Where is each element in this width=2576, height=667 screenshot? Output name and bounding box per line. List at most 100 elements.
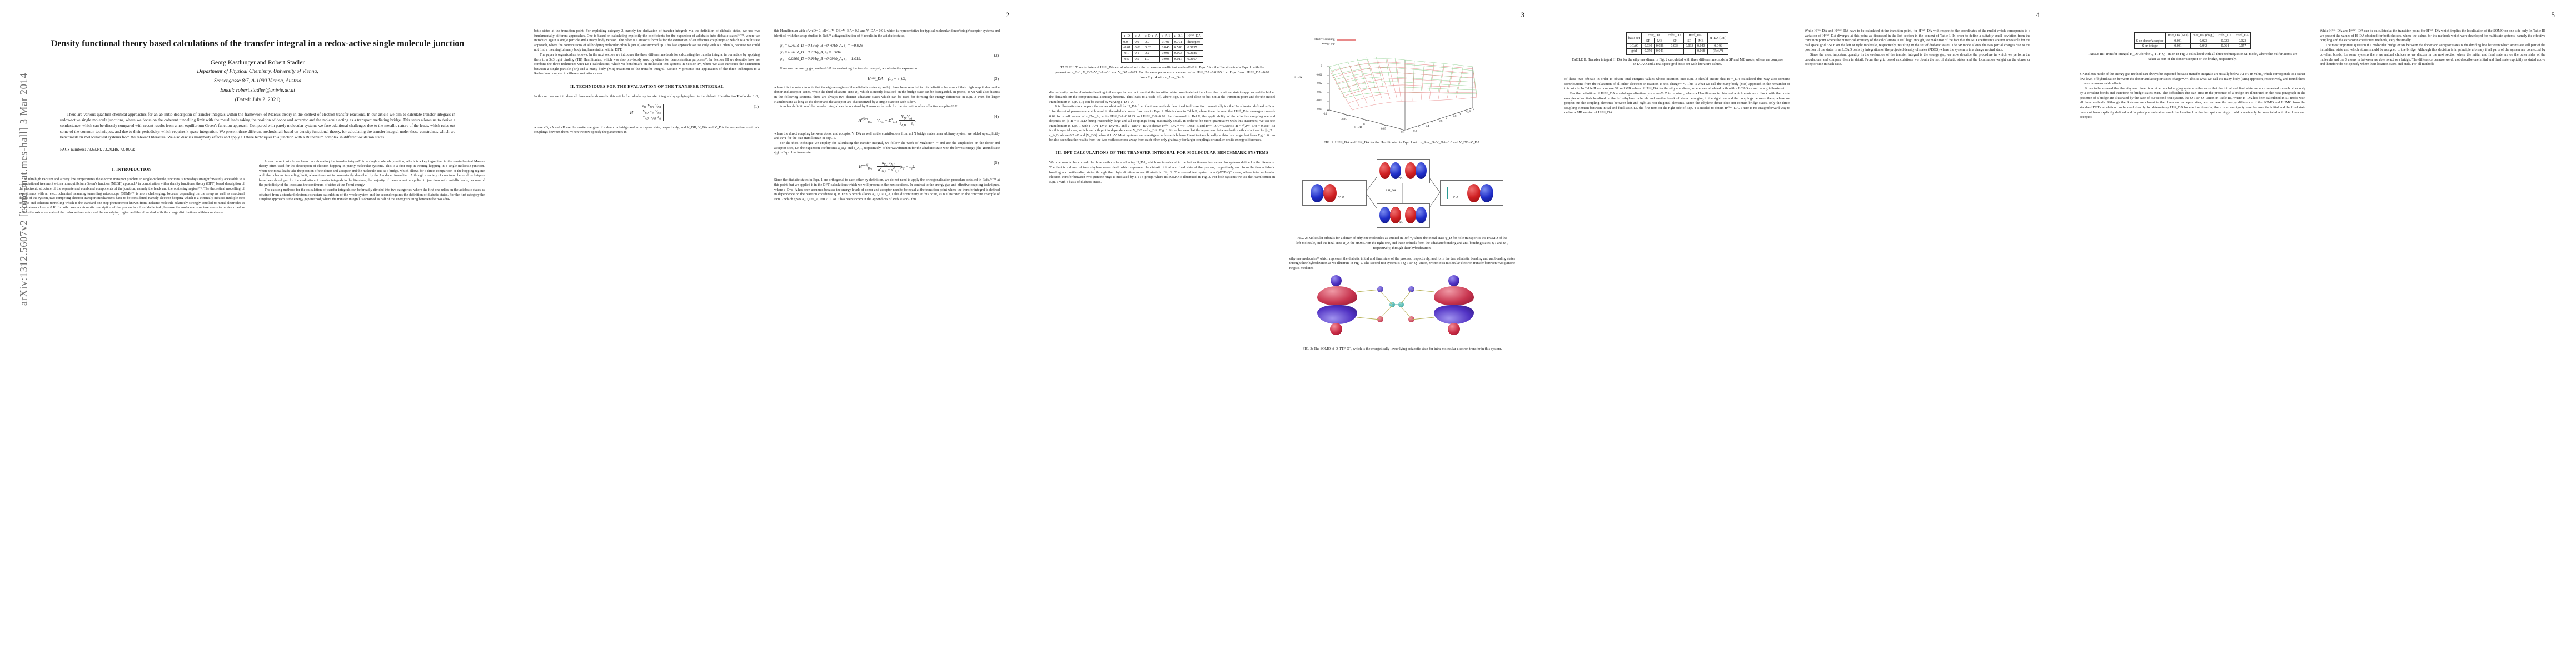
table-cell: 0.043 [1653, 48, 1666, 55]
page-1-columns: I. INTRODUCTION In ultrahigh vacuum and … [19, 160, 496, 216]
title-block: Density functional theory based calculat… [29, 38, 486, 103]
equation-number: (3) [994, 76, 999, 81]
page-3-right-column: effective coupling energy gap [1289, 29, 1515, 357]
table-1-header-cell: a_A,1 [1159, 32, 1173, 39]
figure-2-antibonding-label: Ψ₋ [1399, 176, 1403, 180]
paragraph: batic states at the transition point. Fo… [534, 29, 760, 52]
table-cell: 0.026 [1653, 43, 1666, 49]
table-cell: 0.031 [2165, 38, 2191, 44]
table-2-header-cell: Hᶜᵒᵉᶠᶠ_DA [1683, 32, 1708, 39]
figure-1-caption: FIG. 1: Hᵉᶠᶠᵉᶜᵗ_DA and Hᴳᵃᵖ_DA for the H… [1323, 141, 1481, 145]
somo-lobe-blue-top-right [1448, 275, 1459, 287]
table-cell: 0.01 [1132, 44, 1143, 51]
orbital-lobe-blue [1416, 206, 1427, 223]
table-cell: 0.023 [2190, 38, 2217, 44]
figure-1-y-tick: -0.02 [1316, 82, 1322, 85]
somo-lobe-red-bottom-right [1448, 323, 1460, 336]
orbital-lobe-blue [1480, 183, 1493, 202]
page-2-right-column: this Hamiltonian with εA=εD= 0, εB=1, V_… [774, 29, 1000, 202]
table-row: -0.01 0.01 0.02 0.845 0.518 0.0197 [1120, 44, 1204, 51]
legend-entry: effective coupling [1314, 38, 1356, 42]
page-1: arXiv:1312.5607v2 [cond-mat.mes-hall] 3 … [0, 0, 515, 667]
paragraph: In this section we introduce all three m… [534, 94, 759, 99]
table-cell: 0.043 [1695, 43, 1708, 49]
paragraph: The existing methods for the calculation… [259, 188, 485, 202]
table-cell: - [1665, 48, 1684, 55]
figure-1-y-tick: -0.04 [1316, 99, 1322, 102]
table-cell: 0.1 [1132, 50, 1143, 57]
page-number: 3 [1521, 11, 1524, 19]
equation-3-body: Hᴳᵃᵖ_DA = (ε₂ − ε₁)/2, [868, 76, 906, 81]
abstract: There are various quantum chemical appro… [60, 111, 455, 140]
figure-2-coupling-label: 2 H_DA [1386, 188, 1397, 192]
equation-5: HcoeffDA = aD,1aA,1 a2D,1 − a2A,1 (ε2 − … [859, 160, 999, 174]
figure-2-acceptor-label: Ψ_A [1453, 195, 1458, 199]
table-3-header-cell: Hᶜᵒᵉᶠᶠ_DA [2233, 32, 2251, 39]
paragraph: It is illustrative to compare the values… [1049, 104, 1275, 142]
page-number: 4 [2036, 11, 2040, 19]
orbital-lobe-red [1467, 183, 1481, 202]
figure-1-z-axis-label: ε_B [1466, 110, 1471, 113]
orbital-lobe-red [1405, 162, 1416, 179]
table-2-caption: TABLE II: Transfer integral H_DA for the… [1571, 57, 1783, 67]
table-2-subheader-cell: SP [1641, 38, 1655, 44]
table-1-header-cell: ε_A [1132, 32, 1143, 39]
table-cell: 0.0 [1142, 38, 1160, 45]
paragraph: Since the most important quantity in the… [1805, 52, 2030, 67]
pacs-numbers: PACS numbers: 73.63.Rt, 73.20.Hb, 73.40.… [60, 146, 136, 152]
table-cell: - [1683, 48, 1696, 55]
paragraph: of these two orbitals in order to obtain… [1564, 77, 1790, 91]
table-1: ε_D ε_A ε_D-ε_A a_A,1 a_D,1 Hᶜᵒᵉᶠᶠ_DA 0.… [1120, 32, 1204, 63]
figure-2-donor-box: Ψ_D [1302, 180, 1367, 206]
section-heading-techniques: II. TECHNIQUES FOR THE EVALUATION OF THE… [570, 83, 724, 89]
table-header-row: Hᴳᵃᵖ_DA (MO) Hᴳᵃᵖ_DA (diag.) Hᵉᶠᶠᵉᶜᵗ_DA … [2134, 32, 2251, 39]
table-cell: 1.0 [1142, 56, 1160, 63]
equation-2-line-3: ψ₃ = 0.096ϕ_D −0.991ϕ_B +0.096ϕ_A, ε₃ = … [780, 56, 861, 61]
table-cell: grid [1626, 48, 1642, 55]
page-4-columns: basis set Hᴳᵃᵖ_DA Hᵉᶠᶠᵉᶜᵗ_DA Hᶜᵒᵉᶠᶠ_DA H… [1564, 29, 2042, 116]
figure-1-x-tick: -0.05 [1341, 118, 1347, 121]
paragraph: discontinuity can be eliminated leading … [1049, 90, 1275, 104]
table-cell: 0.068 [1695, 48, 1708, 55]
page-3-columns: ε_D ε_A ε_D-ε_A a_A,1 a_D,1 Hᶜᵒᵉᶠᶠ_DA 0.… [1049, 29, 1527, 357]
figure-2-antibonding-box: Ψ₋ [1377, 158, 1430, 183]
legend-label: energy gap [1322, 42, 1335, 46]
table-cell: 0.033 [1683, 43, 1696, 49]
table-cell: 0.0 [1132, 38, 1143, 45]
atom-blue [1408, 286, 1414, 293]
legend-label: effective coupling [1314, 38, 1335, 41]
figure-2-diagram: Ψ_D Ψ₋ [1297, 151, 1508, 233]
table-1-header-cell: ε_D [1120, 32, 1133, 39]
table-cell: 0.0167 [1184, 56, 1204, 63]
equation-number: (1) [754, 103, 759, 109]
paragraph: where it is important to note that the e… [774, 85, 1000, 104]
table-cell: 0.046 [1706, 43, 1729, 49]
table-2: basis set Hᴳᵃᵖ_DA Hᵉᶠᶠᵉᶜᵗ_DA Hᶜᵒᵉᶠᶠ_DA H… [1626, 32, 1729, 55]
paragraph: We now want to benchmark the three metho… [1049, 161, 1275, 184]
orbital-lobe-blue [1416, 162, 1427, 179]
table-2-header-cell: basis set [1626, 32, 1642, 44]
table-row: 0.0 0.0 0.0 0.701 0.701 divergent [1120, 38, 1204, 45]
figure-1-x-tick: 0 [1363, 123, 1365, 126]
figure-3-diagram [1311, 274, 1494, 344]
figure-1-legend: effective coupling energy gap [1314, 38, 1356, 47]
table-cell: 0.991 [1159, 50, 1173, 57]
paragraph: SP and MB mode of the energy gap method … [2080, 72, 2305, 86]
table-3-header-cell [2134, 32, 2166, 39]
paragraph: where εD, εA and εB are the onsite energ… [534, 125, 760, 135]
table-cell: 0.518 [1172, 44, 1185, 51]
table-cell: 0.2 [1142, 50, 1160, 57]
table-3-header-cell: Hᵉᶠᶠᵉᶜᵗ_DA [2216, 32, 2234, 39]
table-3-header-cell: Hᴳᵃᵖ_DA (MO) [2165, 32, 2191, 39]
table-cell: LCAO [1626, 43, 1642, 49]
somo-lobe-blue-left [1317, 305, 1357, 325]
paragraph: In ultrahigh vacuum and at very low temp… [19, 177, 245, 215]
table-cell: 0.701 [1159, 38, 1173, 45]
table-cell: S on donor/acceptor [2134, 38, 2166, 44]
equation-number: (2) [994, 53, 999, 58]
legend-swatch-effective-coupling [1337, 39, 1356, 41]
table-2-header-cell: Hᴳᵃᵖ_DA [1641, 32, 1666, 39]
date-line: (Dated: July 2, 2021) [235, 96, 281, 103]
table-2-header-cell: Hᵉᶠᶠᵉᶜᵗ_DA [1665, 32, 1684, 39]
page-2-columns: batic states at the transition point. Fo… [534, 29, 1012, 202]
